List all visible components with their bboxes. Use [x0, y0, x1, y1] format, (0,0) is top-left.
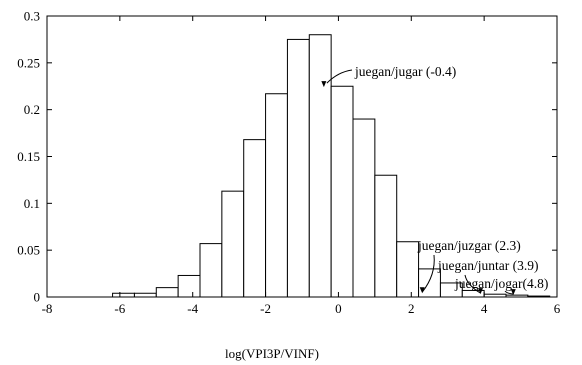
- y-tick-label: 0.25: [17, 55, 40, 70]
- annotation-arrowhead: [478, 288, 483, 295]
- x-tick-label: 2: [408, 301, 415, 316]
- y-tick-label: 0.05: [17, 243, 40, 258]
- histogram-bar: [199, 243, 223, 298]
- x-tick-label: 6: [554, 301, 561, 316]
- x-tick-label: -8: [42, 301, 53, 316]
- annotation-arrowhead: [510, 289, 516, 296]
- annotation-arrowhead: [321, 81, 327, 88]
- ticks-layer: -8 -6 -4 -2 0 2 4 6 0 0.05 0.1 0.15 0.2 0.25 0.3: [17, 9, 561, 317]
- histogram-bar: [243, 139, 267, 298]
- annotation-label: juegan/juntar (3.9): [437, 258, 538, 273]
- histogram-bar: [112, 292, 135, 298]
- annotation-label: juegan/jugar (-0.4): [354, 64, 456, 79]
- annotation-arrowhead: [419, 287, 425, 294]
- x-tick-label: -6: [114, 301, 125, 316]
- histogram-bar: [155, 287, 179, 298]
- x-tick-label: -4: [187, 301, 198, 316]
- x-axis-label: log(VPI3P/VINF): [225, 346, 319, 361]
- annotation-leader-line: [504, 290, 514, 295]
- annotations-layer: juegan/jugar (-0.4) juegan/juzgar (2.3) ju…: [321, 64, 548, 296]
- annotation-label: juegan/juzgar (2.3): [417, 238, 521, 253]
- y-tick-label: 0.15: [17, 149, 40, 164]
- histogram-bar: [265, 93, 288, 298]
- y-tick-label: 0: [34, 290, 41, 305]
- histogram-bar: [133, 292, 157, 298]
- histogram-bar: [330, 85, 354, 298]
- histogram-bar: [396, 241, 420, 298]
- annotation-leader-line: [464, 274, 481, 294]
- histogram-bar: [286, 38, 310, 298]
- x-tick-label: 4: [481, 301, 488, 316]
- y-tick-label: 0.2: [24, 102, 40, 117]
- annotation-leader-line: [326, 69, 353, 84]
- histogram-bar: [418, 268, 441, 298]
- y-tick-label: 0.1: [24, 196, 40, 211]
- histogram-bar: [374, 174, 398, 298]
- histogram-bar: [177, 274, 201, 298]
- histogram-bar: [221, 190, 245, 298]
- histogram-bar: [308, 34, 332, 298]
- annotation-leader-line: [421, 254, 435, 293]
- histogram-bar: [352, 118, 376, 298]
- x-tick-label: -2: [260, 301, 271, 316]
- x-tick-label: 0: [335, 301, 342, 316]
- y-tick-label: 0.3: [24, 9, 40, 24]
- annotation-label: juegan/jogar(4.8): [454, 276, 548, 291]
